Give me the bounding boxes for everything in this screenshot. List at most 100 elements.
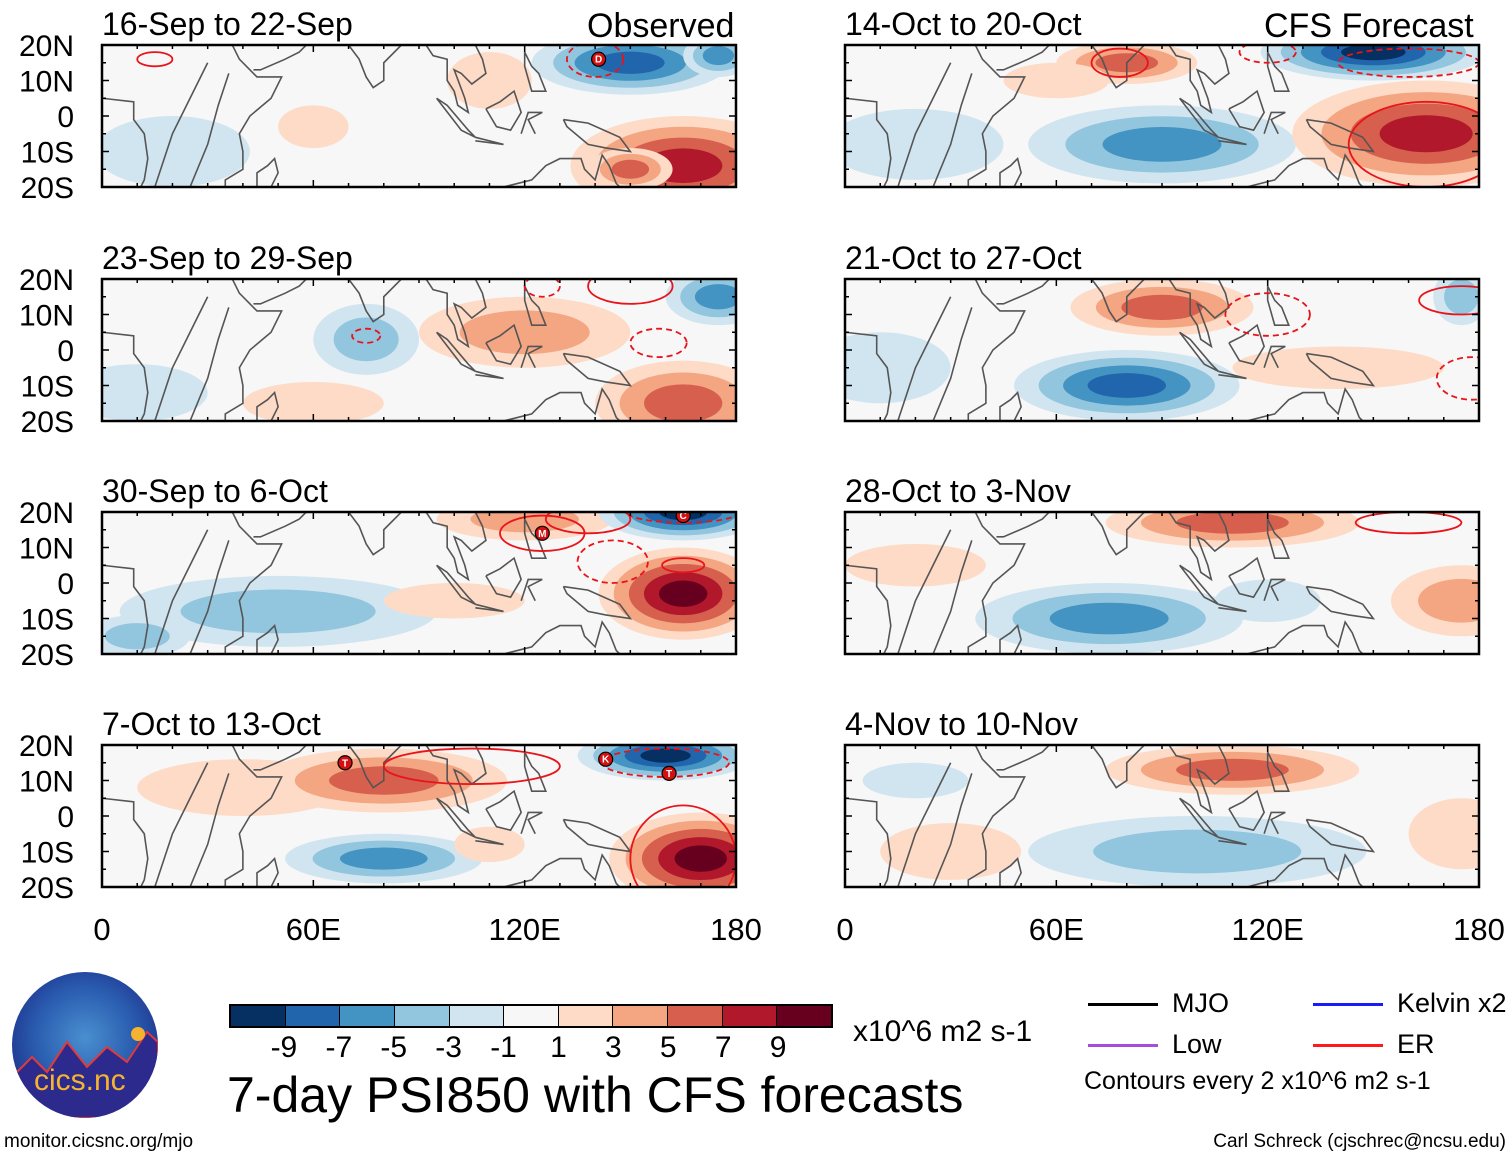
colorbar-swatch xyxy=(285,1006,341,1026)
coastline xyxy=(224,45,283,187)
footer-url: monitor.cicsnc.org/mjo xyxy=(4,1131,194,1152)
legend-label: Low xyxy=(1172,1029,1222,1059)
coastline xyxy=(435,797,476,839)
er-contour xyxy=(1354,512,1463,535)
coastline xyxy=(996,512,1050,538)
legend-line-mjo xyxy=(1088,1003,1158,1006)
er-contour xyxy=(661,557,706,574)
coastline xyxy=(347,279,402,323)
coastline xyxy=(932,307,973,421)
colorbar-label: -1 xyxy=(490,1031,517,1064)
coastline xyxy=(253,512,307,538)
coastline xyxy=(562,118,633,153)
coastline xyxy=(932,773,973,887)
colorbar-label: 1 xyxy=(550,1031,567,1064)
coastline xyxy=(435,331,476,373)
lat-tick-label: 10N xyxy=(19,300,74,333)
coastline xyxy=(932,540,973,654)
coastline xyxy=(1263,811,1286,835)
coastline xyxy=(845,564,892,654)
er-contour xyxy=(629,327,688,358)
coastline xyxy=(520,578,543,602)
coastline xyxy=(967,512,1026,654)
lat-tick-label: 20S xyxy=(21,639,74,672)
lat-tick-label: 0 xyxy=(57,335,74,368)
anomaly-contour-fill xyxy=(640,748,691,763)
cics-logo: cics.nc xyxy=(12,972,158,1118)
storm-marker-icon xyxy=(591,51,607,67)
coastline xyxy=(425,279,487,349)
coastline xyxy=(1263,111,1286,135)
anomaly-contour-fill xyxy=(702,46,735,66)
colorbar-label: -9 xyxy=(270,1031,298,1064)
panel-title: 30-Sep to 6-Oct xyxy=(102,473,328,509)
coastline xyxy=(562,818,633,853)
panel-title: 7-Oct to 13-Oct xyxy=(102,706,321,742)
coastline xyxy=(562,585,633,620)
anomaly-contour-fill xyxy=(644,384,723,421)
coastline xyxy=(189,773,230,887)
coastline xyxy=(999,857,1022,887)
coastline xyxy=(475,836,504,846)
coastline xyxy=(256,857,279,887)
coastline xyxy=(256,624,279,654)
lat-tick-label: 10N xyxy=(19,66,74,99)
coastline xyxy=(1263,578,1286,602)
lon-tick-label: 0 xyxy=(836,912,854,947)
coastline xyxy=(897,762,952,887)
anomaly-contour-fill xyxy=(104,623,170,650)
coastline xyxy=(1305,585,1376,620)
legend-line-kelvin xyxy=(1313,1003,1383,1006)
lat-tick-label: 20N xyxy=(19,30,74,63)
coastline xyxy=(224,512,283,654)
lat-tick-label: 10N xyxy=(19,533,74,566)
map-panel-right-1: 21-Oct to 27-Oct xyxy=(843,240,1481,423)
coastline xyxy=(347,745,402,789)
panel-title: 23-Sep to 29-Sep xyxy=(102,240,353,276)
er-contour xyxy=(523,279,561,298)
colorbar-label: 9 xyxy=(769,1031,787,1064)
coastline xyxy=(523,285,547,326)
map-panel-right-0: 14-Oct to 20-Oct xyxy=(843,6,1481,189)
coastline xyxy=(1090,512,1145,556)
contour-note: Contours every 2 x10^6 m2 s-1 xyxy=(1084,1067,1431,1095)
figure-title: 7-day PSI850 with CFS forecasts xyxy=(227,1067,964,1123)
coastline xyxy=(425,512,487,582)
coastline xyxy=(967,745,1026,887)
coastline xyxy=(845,331,892,421)
coastline xyxy=(253,279,307,305)
coastline xyxy=(1266,285,1290,326)
coastline xyxy=(1168,279,1230,349)
storm-marker-icon xyxy=(675,512,691,524)
coastline xyxy=(435,564,476,606)
coastline xyxy=(1305,352,1376,387)
coastline xyxy=(1168,512,1230,582)
anomaly-contour-fill xyxy=(1087,373,1166,398)
coastline xyxy=(996,45,1050,71)
coastline xyxy=(189,73,230,187)
lat-tick-label: 20S xyxy=(21,872,74,905)
logo-text: cics.nc xyxy=(34,1064,126,1097)
coastline xyxy=(932,73,973,187)
coastline xyxy=(475,370,504,380)
coastline xyxy=(1218,136,1247,146)
er-contour xyxy=(351,327,382,344)
coastline xyxy=(154,296,209,421)
coastline xyxy=(154,529,209,654)
coastline xyxy=(1266,751,1290,792)
er-contour xyxy=(382,747,561,785)
anomaly-contour-fill xyxy=(1176,758,1289,781)
legend-label: MJO xyxy=(1172,988,1229,1018)
coastline xyxy=(1178,797,1219,839)
coastline xyxy=(845,797,892,887)
colorbar-label: 3 xyxy=(605,1031,622,1064)
coastline xyxy=(1178,97,1219,139)
anomaly-contour-fill xyxy=(611,159,650,179)
coastline xyxy=(1263,345,1286,369)
coastline xyxy=(1246,387,1364,421)
coastline xyxy=(253,745,307,771)
coastline xyxy=(189,307,230,421)
lat-tick-label: 20N xyxy=(19,264,74,297)
footer-credit: Carl Schreck (cjschrec@ncsu.edu) xyxy=(1213,1131,1506,1152)
